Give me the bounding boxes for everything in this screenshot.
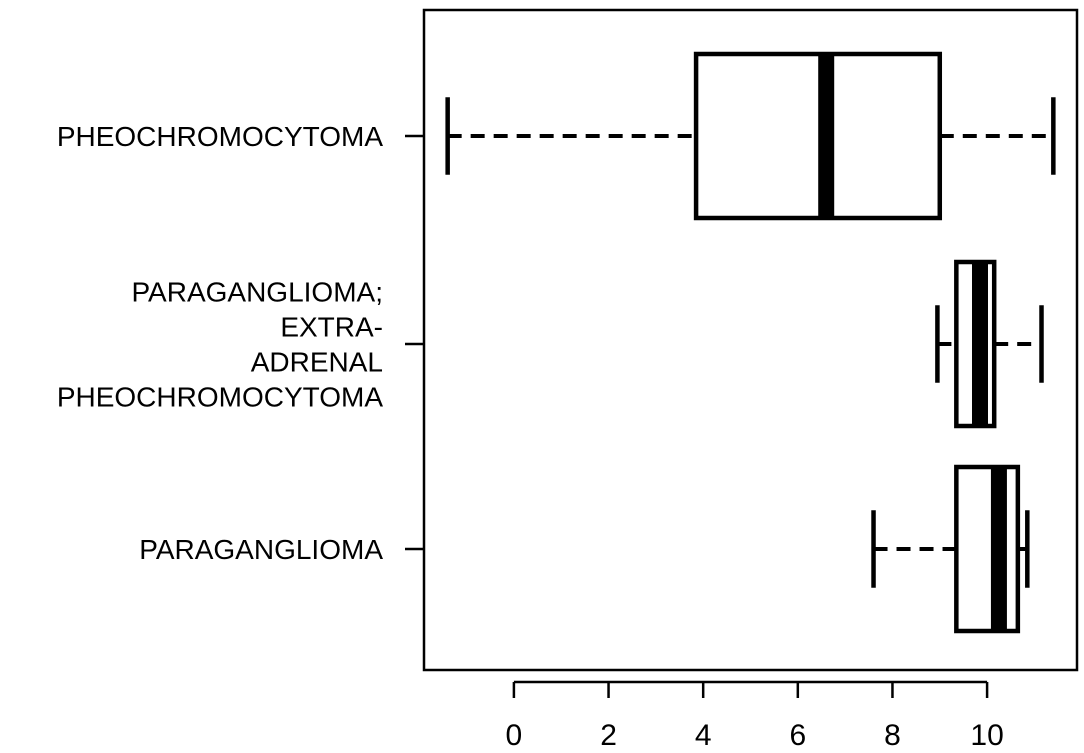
iqr-box-2 (954, 464, 1021, 634)
category-label-1-3: PHEOCHROMOCYTOMA (57, 382, 383, 413)
boxes (445, 51, 1056, 634)
category-label-1-0: PARAGANGLIOMA; (131, 277, 383, 308)
category-label-0-0: PHEOCHROMOCYTOMA (57, 121, 383, 152)
iqr-box-0 (693, 51, 943, 221)
x-tick-label-0: 0 (506, 719, 523, 752)
category-label-1-2: ADRENAL (251, 347, 383, 378)
plot-frame (422, 8, 1079, 672)
category-label-1-1: EXTRA- (280, 312, 383, 343)
y-axis: PHEOCHROMOCYTOMA PARAGANGLIOMA; EXTRA- ADRE… (57, 121, 424, 565)
x-tick-label-4: 8 (884, 719, 901, 752)
x-axis: 0 2 4 6 8 10 (506, 680, 1004, 752)
x-tick-label-5: 10 (970, 719, 1003, 752)
x-tick-label-3: 6 (789, 719, 806, 752)
x-tick-label-1: 2 (600, 719, 617, 752)
category-label-2-0: PARAGANGLIOMA (139, 534, 383, 565)
x-tick-label-2: 4 (695, 719, 712, 752)
